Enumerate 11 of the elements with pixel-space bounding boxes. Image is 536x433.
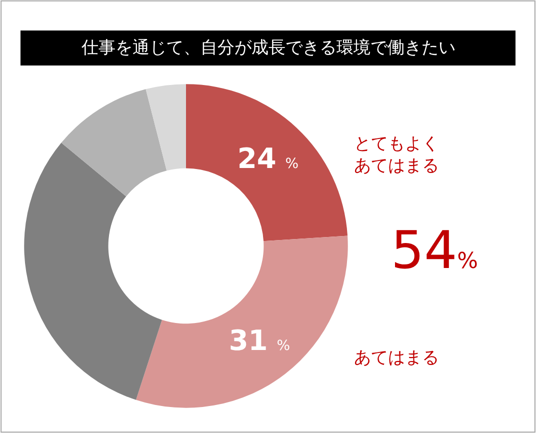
slice-label: あてはまる: [354, 348, 439, 368]
donut-slice: [61, 89, 167, 196]
data-label: 24 %: [237, 142, 299, 176]
data-label: 31 %: [228, 324, 290, 358]
text: 54%: [391, 221, 478, 281]
chart-title: 仕事を通じて、自分が成長できる環境で働きたい: [80, 38, 456, 58]
donut-slice: [146, 84, 186, 171]
donut-slice: [136, 236, 348, 408]
donut-slice: [186, 84, 348, 242]
donut-slice: [24, 142, 162, 400]
slice-label: とてもよくあてはまる: [354, 134, 439, 176]
